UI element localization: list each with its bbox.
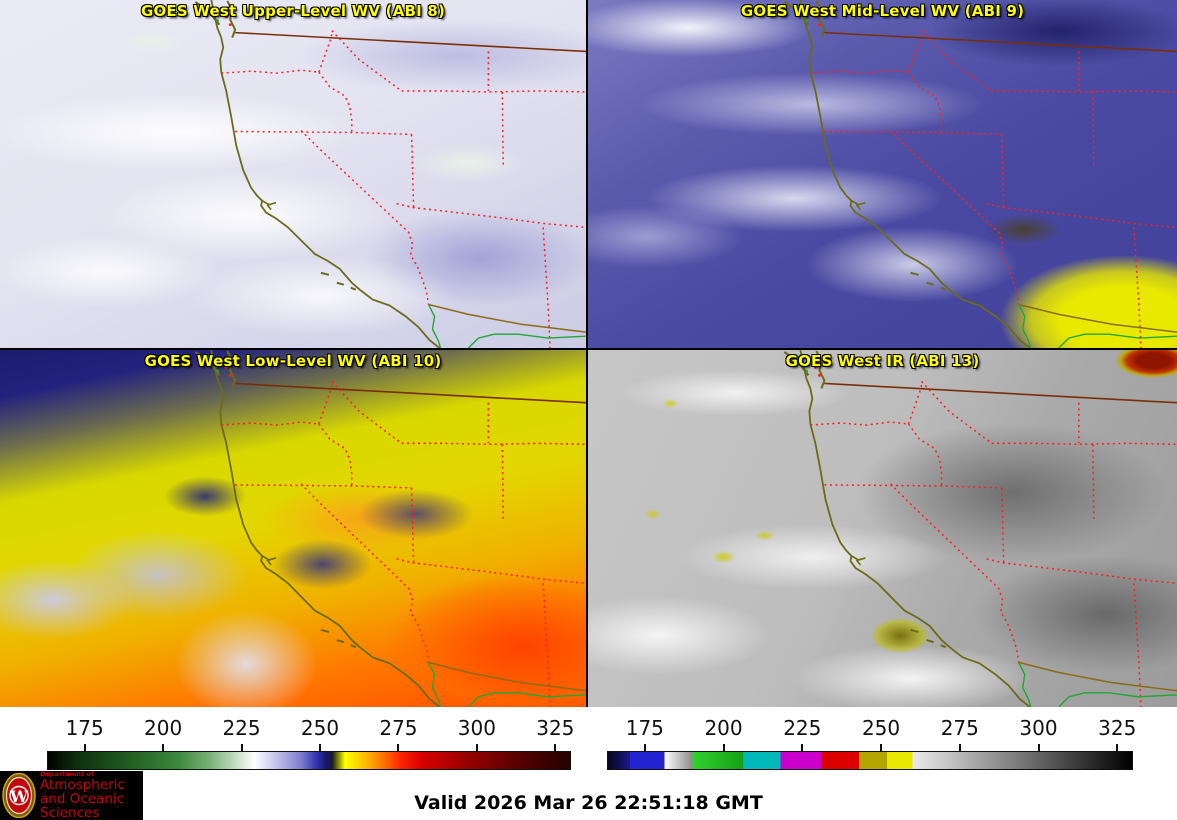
colorbar-tick-label: 175 [625, 716, 664, 740]
panel-title-abi8: GOES West Upper-Level WV (ABI 8) [140, 2, 446, 20]
colorbar-tick-mark [554, 744, 557, 751]
panel-low-level-wv: GOES West Low-Level WV (ABI 10) [0, 350, 586, 707]
colorbar-tick-label: 300 [457, 716, 496, 740]
colorbar-infrared: 175 200 225 250 275 300 325 [607, 707, 1137, 770]
colorbar-tick-label: 325 [536, 716, 575, 740]
colorbar-tick-mark [319, 744, 321, 751]
colorbar-gradient-wv [47, 751, 571, 770]
colorbar-tick-mark [162, 744, 165, 751]
colorbar-tick-label: 300 [1019, 716, 1058, 740]
colorbar-gradient-ir [607, 751, 1133, 770]
logo-line1: Atmospheric [40, 776, 125, 793]
colorbar-tick-label: 250 [861, 716, 901, 740]
colorbar-tick-marks [607, 744, 1133, 751]
uw-aos-logo: W Department of Atmospheric and Oceanic … [0, 771, 143, 820]
colorbar-tick-mark [880, 744, 883, 751]
svg-text:W: W [9, 787, 29, 806]
panel-title-abi9: GOES West Mid-Level WV (ABI 9) [740, 2, 1025, 20]
colorbar-tick-label: 175 [65, 716, 104, 740]
panel-title-abi13: GOES West IR (ABI 13) [785, 352, 980, 370]
colorbar-tick-mark [475, 744, 478, 751]
colorbar-tick-label: 225 [783, 716, 822, 740]
colorbar-tick-mark [643, 744, 646, 751]
colorbar-water-vapor: 175 200 225 250 275 300 325 [47, 707, 575, 770]
panels-grid: GOES West Upper-Level WV (ABI 8) GOES We… [0, 0, 1177, 707]
colorbar-tick-labels: 175 200 225 250 275 300 325 [607, 716, 1137, 742]
map-overlay [783, 0, 1177, 348]
map-overlay [194, 350, 586, 707]
colorbar-tick-marks [47, 744, 571, 751]
panel-mid-level-wv: GOES West Mid-Level WV (ABI 9) [588, 0, 1177, 348]
map-overlay [194, 0, 586, 348]
colorbar-tick-labels: 175 200 225 250 275 300 325 [47, 716, 575, 742]
colorbar-tick-label: 275 [940, 716, 979, 740]
panel-ir: GOES West IR (ABI 13) [588, 350, 1177, 707]
colorbar-tick-label: 200 [144, 716, 183, 740]
colorbar-tick-mark [958, 744, 961, 751]
colorbar-tick-mark [83, 744, 86, 751]
colorbar-tick-label: 200 [704, 716, 743, 740]
valid-timestamp: Valid 2026 Mar 26 22:51:18 GMT [414, 792, 763, 814]
colorbar-tick-label: 275 [379, 716, 418, 740]
colorbar-tick-label: 225 [222, 716, 261, 740]
colorbar-tick-label: 325 [1098, 716, 1137, 740]
colorbar-tick-mark [1037, 744, 1040, 751]
colorbar-tick-mark [240, 744, 243, 751]
colorbar-tick-mark [1116, 744, 1119, 751]
colorbar-tick-mark [397, 744, 400, 751]
panel-upper-level-wv: GOES West Upper-Level WV (ABI 8) [0, 0, 586, 348]
uw-crest-icon: W [2, 773, 36, 818]
logo-line2: and Oceanic Sciences [40, 790, 125, 820]
colorbar-tick-mark [801, 744, 804, 751]
panel-title-abi10: GOES West Low-Level WV (ABI 10) [144, 352, 442, 370]
logo-text: Department of Atmospheric and Oceanic Sc… [40, 771, 143, 820]
map-overlay [783, 350, 1177, 707]
logo-dept-label: Department of [40, 769, 94, 778]
colorbar-tick-label: 250 [300, 716, 340, 740]
colorbar-tick-mark [722, 744, 725, 751]
